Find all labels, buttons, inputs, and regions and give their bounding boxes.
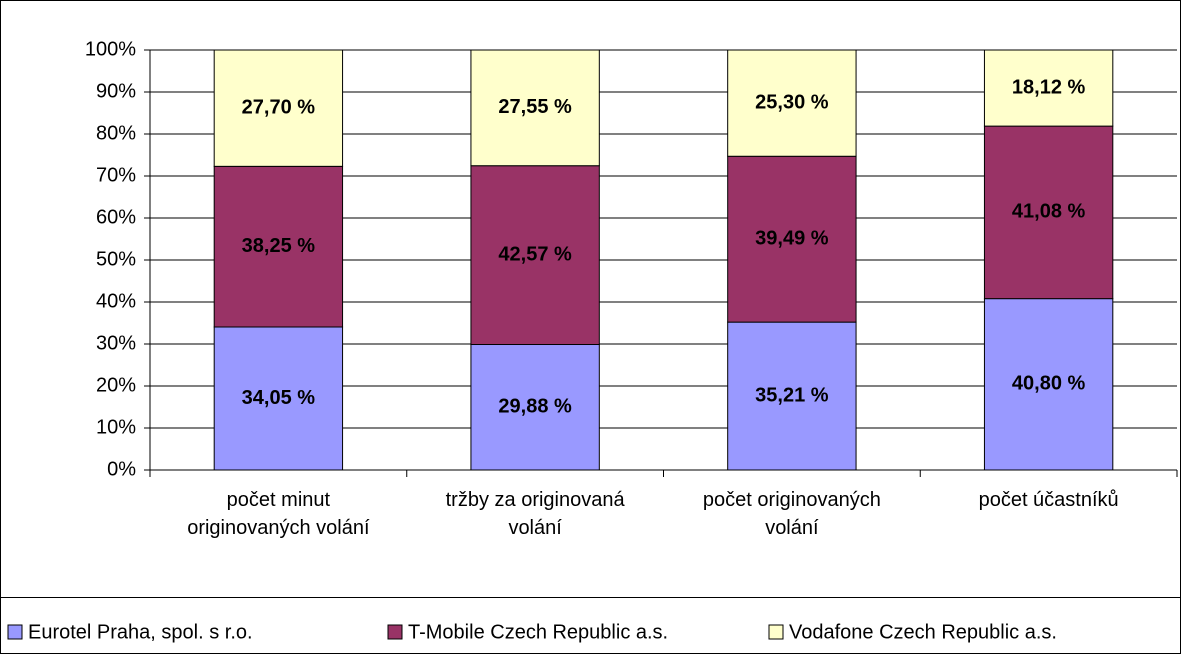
bar-segment <box>470 344 600 471</box>
y-tick-label: 80% <box>96 122 136 144</box>
data-label: 41,08 % <box>1012 201 1086 223</box>
x-tick-label: tržby za originovaná volání <box>445 489 625 539</box>
legend-label: T-Mobile Czech Republic a.s. <box>408 621 668 643</box>
legend-swatch <box>7 624 23 640</box>
bar-segment <box>727 155 857 323</box>
bar-segment <box>213 49 344 167</box>
data-label: 18,12 % <box>1012 76 1086 98</box>
legend-swatch <box>387 624 403 640</box>
data-label: 29,88 % <box>498 396 572 418</box>
legend-label: Vodafone Czech Republic a.s. <box>789 621 1057 643</box>
bar-segment <box>470 49 600 167</box>
x-tick-label: počet originovaných volání <box>702 489 881 539</box>
legend-label: Eurotel Praha, spol. s r.o. <box>28 621 253 643</box>
legend-box <box>0 597 1181 654</box>
x-tick-label: počet minut originovaných volání <box>187 489 370 539</box>
bar-segment <box>470 165 600 346</box>
data-label: 27,55 % <box>498 96 572 118</box>
y-tick-label: 0% <box>107 458 136 480</box>
y-tick-label: 30% <box>96 332 136 354</box>
data-label: 27,70 % <box>242 96 316 118</box>
bar-segment <box>983 49 1114 127</box>
data-label: 38,25 % <box>242 235 316 257</box>
bar-segment <box>727 321 857 471</box>
y-tick-label: 10% <box>96 416 136 438</box>
y-tick-label: 100% <box>85 38 136 60</box>
legend-swatch <box>768 624 784 640</box>
y-tick-label: 60% <box>96 206 136 228</box>
bar-segment <box>983 125 1114 300</box>
data-label: 25,30 % <box>755 91 829 113</box>
y-tick-label: 70% <box>96 164 136 186</box>
bar-segment <box>727 49 857 157</box>
bar-segment <box>983 298 1114 471</box>
bar-segment <box>213 165 344 328</box>
data-label: 42,57 % <box>498 243 572 265</box>
data-label: 35,21 % <box>755 384 829 406</box>
y-tick-label: 40% <box>96 290 136 312</box>
data-label: 34,05 % <box>242 387 316 409</box>
bar-segment <box>213 326 344 471</box>
x-tick-label: počet účastníků <box>978 489 1119 511</box>
y-tick-label: 50% <box>96 248 136 270</box>
y-tick-label: 90% <box>96 80 136 102</box>
y-tick-label: 20% <box>96 374 136 396</box>
data-label: 40,80 % <box>1012 373 1086 395</box>
data-label: 39,49 % <box>755 227 829 249</box>
